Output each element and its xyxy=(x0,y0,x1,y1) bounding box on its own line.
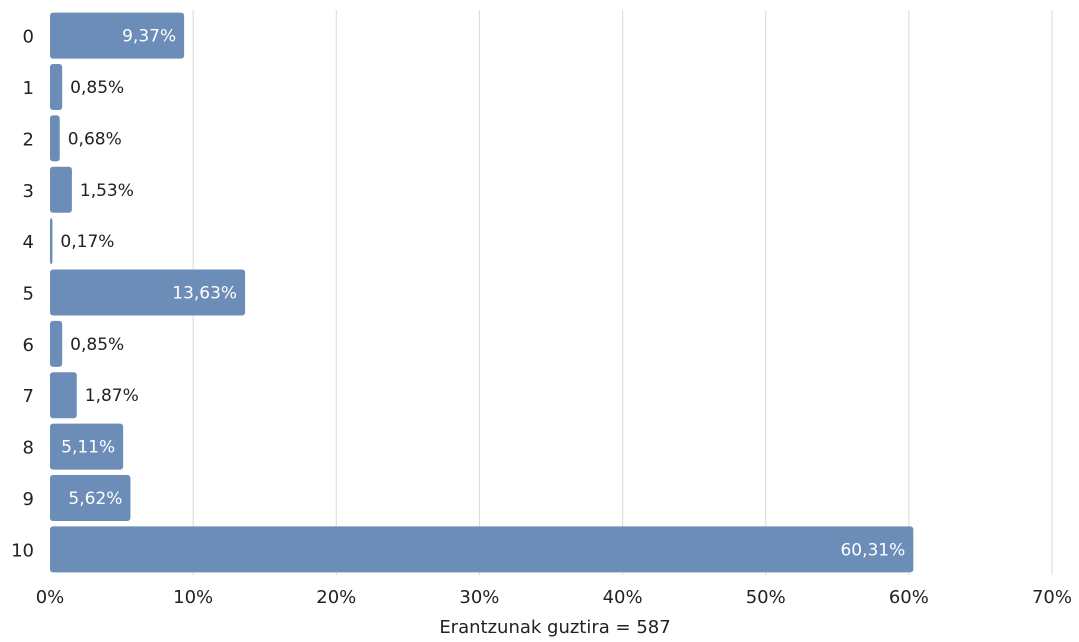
x-tick-label: 10% xyxy=(173,587,213,608)
category-label: 1 xyxy=(23,78,34,99)
category-label: 10 xyxy=(11,540,34,561)
x-tick-label: 60% xyxy=(889,587,929,608)
bar-value-label: 5,11% xyxy=(61,438,115,458)
bar xyxy=(50,12,185,59)
bar xyxy=(50,64,63,111)
gridlines xyxy=(192,10,1053,575)
bar xyxy=(50,526,914,573)
x-axis-label: Erantzunak guztira = 587 xyxy=(439,617,670,638)
category-labels: 0 1 2 3 4 5 6 7 8 9 10 xyxy=(11,27,34,562)
category-label: 7 xyxy=(23,386,34,407)
bars: 9,37% 0,85% 0,68% 1,53% 0,17% 13,63% 0,85% 1,87… xyxy=(50,12,914,573)
bar-value-label: 0,85% xyxy=(70,78,124,98)
bar xyxy=(50,474,131,521)
bar-value-label: 60,31% xyxy=(840,540,905,560)
bar xyxy=(50,423,124,470)
category-label: 3 xyxy=(23,181,34,202)
bar-value-label: 1,87% xyxy=(85,386,139,406)
x-tick-label: 20% xyxy=(316,587,356,608)
category-label: 0 xyxy=(23,27,34,48)
category-label: 4 xyxy=(23,232,34,253)
x-tick-label: 30% xyxy=(459,587,499,608)
bar-value-label: 0,68% xyxy=(68,129,122,149)
bar-value-label: 0,85% xyxy=(70,335,124,355)
x-tick-label: 0% xyxy=(36,587,65,608)
bar-value-label: 13,63% xyxy=(172,284,237,304)
x-tick-labels: 0% 10% 20% 30% 40% 50% 60% 70% xyxy=(36,587,1072,608)
category-label: 5 xyxy=(23,284,34,305)
x-tick-label: 50% xyxy=(746,587,786,608)
bar xyxy=(50,372,77,419)
bar xyxy=(50,320,63,367)
x-tick-label: 70% xyxy=(1032,587,1072,608)
bar-value-label: 1,53% xyxy=(80,181,134,201)
bar-value-label: 9,37% xyxy=(122,27,176,47)
x-tick-label: 40% xyxy=(603,587,643,608)
bar xyxy=(50,218,53,265)
bar xyxy=(50,115,60,162)
category-label: 6 xyxy=(23,335,34,356)
category-label: 8 xyxy=(23,438,34,459)
bar-value-label: 5,62% xyxy=(68,489,122,509)
category-label: 9 xyxy=(23,489,34,510)
bar xyxy=(50,166,72,213)
category-label: 2 xyxy=(23,129,34,150)
bar-value-label: 0,17% xyxy=(60,232,114,252)
bar xyxy=(50,269,246,316)
